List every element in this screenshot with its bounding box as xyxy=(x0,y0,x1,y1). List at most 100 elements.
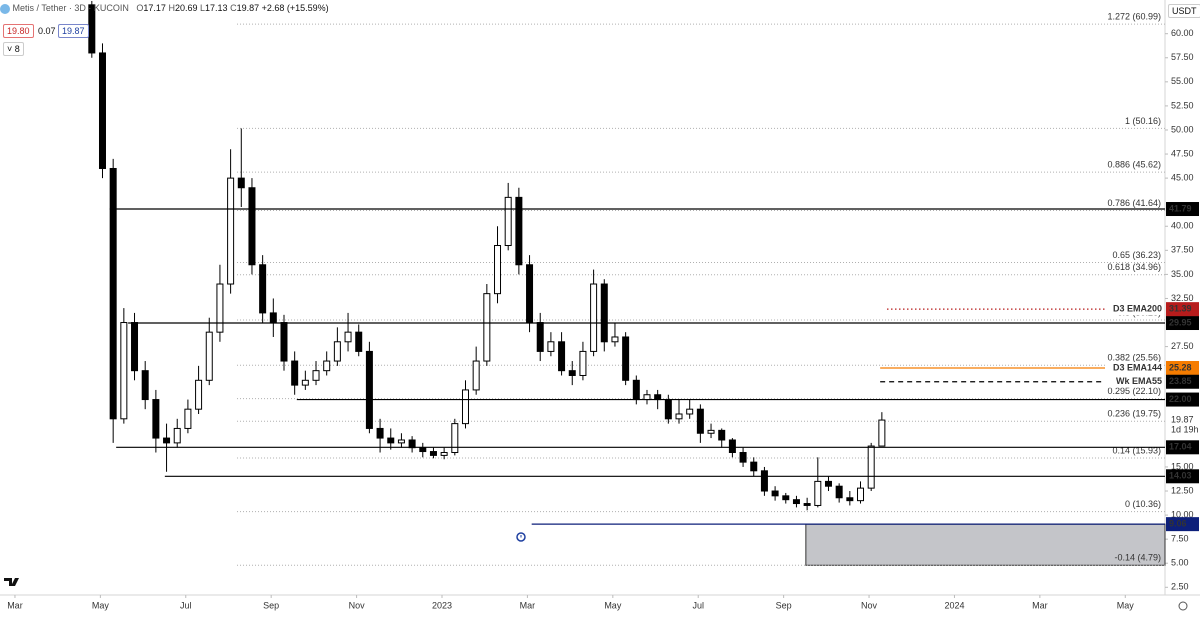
candle-body xyxy=(163,437,171,444)
alarm-circle xyxy=(516,532,526,542)
ohlc-l-prefix: L xyxy=(200,3,206,13)
candle-body xyxy=(237,177,245,189)
fib-label: 0.14 (15.93) xyxy=(1112,445,1161,455)
y-tick-label: 57.50 xyxy=(1171,52,1194,62)
y-tick-label: 27.50 xyxy=(1171,341,1194,351)
candle-body xyxy=(216,283,224,333)
candle-body xyxy=(835,485,843,499)
candle-body xyxy=(131,322,139,372)
level-tag-label: 9.06 xyxy=(1169,519,1187,529)
ohlc-h-prefix: H xyxy=(168,3,175,13)
ema-name-bg xyxy=(1107,303,1163,316)
ohlc-low: 17.13 xyxy=(205,3,228,13)
candle-body xyxy=(397,439,405,444)
candle-body xyxy=(675,413,683,420)
candle-body xyxy=(248,187,256,266)
candle-body xyxy=(173,427,181,444)
level-tag xyxy=(1166,202,1199,217)
candle-body xyxy=(365,350,373,429)
candle-body xyxy=(205,331,213,381)
candle-body xyxy=(184,408,192,429)
candle-body xyxy=(109,167,117,420)
candle-body xyxy=(536,322,544,352)
y-tick-label: 50.00 xyxy=(1171,124,1194,134)
bid-price[interactable]: 19.80 xyxy=(3,24,34,38)
y-tick-label: 45.00 xyxy=(1171,172,1194,182)
level-tag xyxy=(1166,469,1199,484)
x-tick-label: Mar xyxy=(1032,600,1048,610)
candle-body xyxy=(461,389,469,425)
candle-body xyxy=(98,52,106,169)
ohlc-change: +2.68 (+15.59%) xyxy=(261,3,329,13)
candle-body xyxy=(803,503,811,506)
candle-body xyxy=(771,490,779,497)
settings-gear[interactable] xyxy=(1178,601,1188,611)
y-tick-label: 47.50 xyxy=(1171,148,1194,158)
y-tick-label: 15.00 xyxy=(1171,461,1194,471)
y-tick-label: 40.00 xyxy=(1171,221,1194,231)
ema-tag xyxy=(1166,360,1199,375)
candle-body xyxy=(355,331,363,352)
candle-body xyxy=(857,487,865,502)
candle-body xyxy=(643,394,651,401)
y-tick-label: 12.50 xyxy=(1171,485,1194,495)
candle-body xyxy=(141,370,149,401)
candle-body xyxy=(696,408,704,434)
candle-body xyxy=(611,336,619,343)
y-tick-label: 55.00 xyxy=(1171,76,1194,86)
candle-body xyxy=(472,360,480,391)
candle-body xyxy=(419,447,427,453)
y-tick-label: 7.50 xyxy=(1171,534,1189,544)
candle-body xyxy=(590,283,598,352)
ema-name-bg xyxy=(1107,375,1163,388)
candle-body xyxy=(515,196,523,266)
candle-body xyxy=(632,379,640,401)
candle-body xyxy=(259,264,267,314)
symbol: Metis / Tether · 3D · KUCOIN xyxy=(12,3,129,13)
candle-body xyxy=(739,452,747,463)
x-tick-label: Jul xyxy=(692,600,704,610)
candle-body xyxy=(280,322,288,362)
candle-body xyxy=(824,480,832,487)
candle-body xyxy=(622,336,630,381)
target-zone xyxy=(805,523,1166,566)
candle-body xyxy=(269,312,277,324)
level-tag-label: 14.03 xyxy=(1169,471,1192,481)
indicators-toggle[interactable]: ˅ 8 xyxy=(3,42,24,56)
candle-body xyxy=(120,322,128,420)
fib-label: 0.295 (22.10) xyxy=(1107,386,1161,396)
candle-body xyxy=(654,394,662,401)
candle-body xyxy=(451,423,459,454)
current-price: 19.87 xyxy=(1171,414,1194,424)
candle-body xyxy=(579,350,587,376)
candle-body xyxy=(867,445,875,489)
y-tick-label: 2.50 xyxy=(1171,582,1189,592)
symbol-header: Metis / Tether · 3D · KUCOIN O17.17 H20.… xyxy=(0,3,329,14)
candle-body xyxy=(728,439,736,454)
candle-body xyxy=(376,427,384,439)
y-tick-label: 60.00 xyxy=(1171,28,1194,38)
y-tick-label: 52.50 xyxy=(1171,100,1194,110)
level-tag xyxy=(1166,440,1199,455)
y-tick-label: 35.00 xyxy=(1171,269,1194,279)
candle-body xyxy=(312,370,320,381)
ohlc-close: 19.87 xyxy=(236,3,260,13)
candle-body xyxy=(483,293,491,362)
currency-selector[interactable]: USDT xyxy=(1168,4,1200,18)
candle-body xyxy=(504,196,512,247)
candle-body xyxy=(782,495,790,501)
ema-tag xyxy=(1166,302,1199,317)
x-tick-label: 2023 xyxy=(432,600,452,610)
candle-body xyxy=(291,360,299,386)
ask-price[interactable]: 19.87 xyxy=(58,24,89,38)
candle-body xyxy=(558,341,566,372)
ema-tag-label: 31.39 xyxy=(1169,304,1192,314)
x-tick-label: 2024 xyxy=(944,600,964,610)
x-tick-label: Mar xyxy=(520,600,536,610)
level-tag xyxy=(1166,316,1199,331)
candle-body xyxy=(152,399,160,439)
ohlc-c-prefix: C xyxy=(230,3,237,13)
candle-body xyxy=(707,429,715,434)
ema-tag-label: 23.85 xyxy=(1169,376,1192,386)
bar-countdown: 1d 19h xyxy=(1171,424,1199,434)
